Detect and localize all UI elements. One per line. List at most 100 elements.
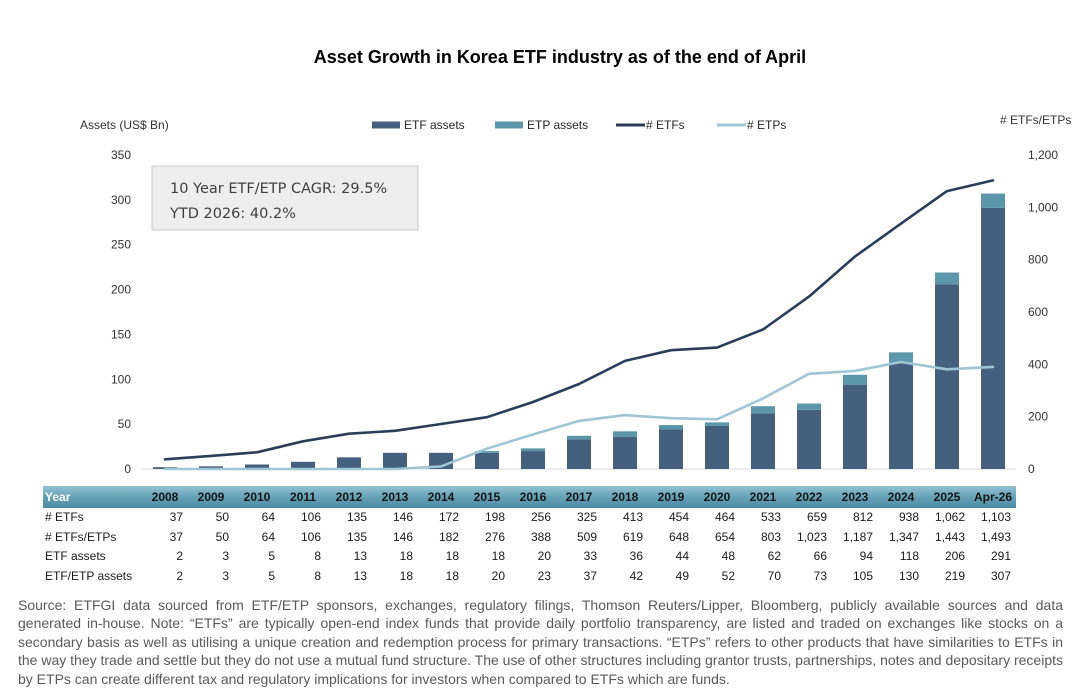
- table-header-year: 2016: [519, 490, 547, 504]
- table-header-year: 2019: [657, 490, 685, 504]
- legend-item-etps: # ETPs: [717, 118, 786, 132]
- bar-etf-assets: [705, 425, 729, 469]
- table-cell: 533: [760, 510, 781, 524]
- table-cell: 23: [537, 568, 551, 583]
- table-cell: 1,062: [934, 510, 965, 524]
- bar-etf-assets: [981, 207, 1005, 469]
- y-right-axis-label: # ETFs/ETPs: [1000, 113, 1071, 127]
- table-cell: 1,187: [842, 529, 873, 544]
- y-left-tick-label: 50: [118, 417, 132, 431]
- bar-etp-assets: [475, 451, 499, 453]
- table-cell: 52: [721, 568, 735, 583]
- asset-growth-chart: Assets (US$ Bn) # ETFs/ETPs 0 50 100 150 200…: [80, 113, 1071, 476]
- table-cell: 146: [392, 510, 413, 524]
- table-row-etfs: # ETFs 37 50 64 106 135 146 172 198 256 325 413 454 4…: [43, 508, 1016, 528]
- table-header-year: 2018: [611, 490, 639, 504]
- table-cell: 454: [668, 510, 689, 524]
- table-cell: 33: [583, 549, 597, 564]
- bar-etf-assets: [567, 439, 591, 469]
- table-cell: 182: [438, 529, 459, 544]
- table-header-label: Year: [45, 490, 71, 504]
- table-cell: 1,443: [934, 529, 965, 544]
- legend-label: # ETPs: [747, 118, 786, 132]
- line-etfs: [163, 179, 995, 461]
- legend-label: ETF assets: [404, 118, 465, 132]
- table-header-year: 2025: [933, 490, 961, 504]
- annotation-cagr: 10 Year ETF/ETP CAGR: 29.5%: [170, 181, 387, 197]
- table-cell: 44: [675, 549, 689, 564]
- y-left-tick-label: 100: [111, 372, 131, 386]
- table-header-year: 2009: [197, 490, 225, 504]
- table-cell: 619: [622, 529, 643, 544]
- table-cell: 654: [714, 529, 735, 544]
- bar-etf-assets: [383, 452, 407, 469]
- bar-etf-assets: [935, 284, 959, 469]
- y-right-tick-label: 200: [1028, 410, 1048, 424]
- table-cell: 37: [169, 529, 183, 544]
- bar-etp-assets: [659, 425, 683, 430]
- bar-etf-assets: [659, 429, 683, 469]
- table-header-year: Apr-26: [973, 490, 1012, 504]
- table-cell: 130: [898, 568, 919, 583]
- table-cell: 8: [314, 568, 321, 583]
- table-cell: 105: [852, 568, 873, 583]
- bar-etf-assets: [797, 409, 821, 469]
- table-header-year: 2015: [473, 490, 501, 504]
- table-cell: 118: [899, 549, 919, 564]
- table-cell: 70: [767, 568, 781, 583]
- table-cell: 1,103: [980, 510, 1011, 524]
- table-cell: 18: [399, 549, 413, 564]
- table-header-year: 2014: [427, 490, 455, 504]
- table-cell: 8: [314, 549, 321, 564]
- bar-etp-assets: [751, 406, 775, 414]
- bar-etf-assets: [199, 466, 223, 469]
- table-cell: 5: [268, 568, 275, 583]
- table-cell: 135: [346, 510, 367, 524]
- table-cell: 18: [445, 568, 459, 583]
- legend-item-etp-assets: ETP assets: [495, 118, 588, 132]
- bar-etp-assets: [935, 272, 959, 285]
- bar-etp-assets: [889, 352, 913, 364]
- y-left-tick-label: 350: [111, 148, 131, 162]
- bar-etp-assets: [613, 431, 637, 437]
- table-cell: 5: [268, 549, 275, 564]
- line-etps: [163, 360, 995, 471]
- table-cell: 18: [445, 549, 459, 564]
- chart-title: Asset Growth in Korea ETF industry as of…: [313, 47, 807, 67]
- table-cell: 42: [629, 568, 643, 583]
- table-header-year: 2008: [151, 490, 179, 504]
- table-header-year: 2022: [795, 490, 823, 504]
- line-series: [163, 179, 995, 471]
- table-row-etfs-etps: # ETFs/ETPs 37 50 64 106 135 146 182 276 388 509 61…: [43, 528, 1016, 548]
- bar-etp-assets: [843, 374, 867, 385]
- table-row-label: ETF assets: [45, 549, 106, 564]
- table-row-label: # ETFs: [45, 510, 84, 524]
- table-cell: 659: [806, 510, 827, 524]
- bar-etp-assets: [797, 403, 821, 410]
- legend-swatch-etf-assets: [372, 121, 400, 129]
- legend-item-etf-assets: ETF assets: [372, 118, 465, 132]
- table-cell: 50: [215, 529, 229, 544]
- annotation-box: [151, 165, 419, 231]
- table-row-label: ETF/ETP assets: [45, 568, 133, 583]
- table-cell: 135: [346, 529, 367, 544]
- table-cell: 2: [176, 568, 183, 583]
- annotation-ytd: YTD 2026: 40.2%: [169, 206, 296, 222]
- table-cell: 3: [222, 568, 229, 583]
- table-row-etf-assets: ETF assets 2 3 5 8 13 18 18 18 20 33 36 44 48 62 66 94 11…: [43, 547, 1016, 567]
- table-cell: 37: [169, 510, 183, 524]
- table-cell: 509: [576, 529, 597, 544]
- bar-etp-assets: [567, 435, 591, 440]
- bar-etf-assets: [245, 464, 269, 469]
- table-cell: 803: [760, 529, 781, 544]
- bar-series: [153, 193, 1005, 469]
- table-cell: 1,023: [796, 529, 827, 544]
- table-header-year: 2011: [289, 490, 317, 504]
- bar-etf-assets: [751, 413, 775, 469]
- table-cell: 20: [537, 549, 551, 564]
- table-header-year: 2010: [243, 490, 271, 504]
- table-header-year: 2023: [841, 490, 869, 504]
- y-left-tick-label: 0: [124, 462, 131, 476]
- bar-etf-assets: [521, 451, 545, 469]
- source-note: Source: ETFGI data sourced from ETF/ETP …: [18, 597, 1063, 687]
